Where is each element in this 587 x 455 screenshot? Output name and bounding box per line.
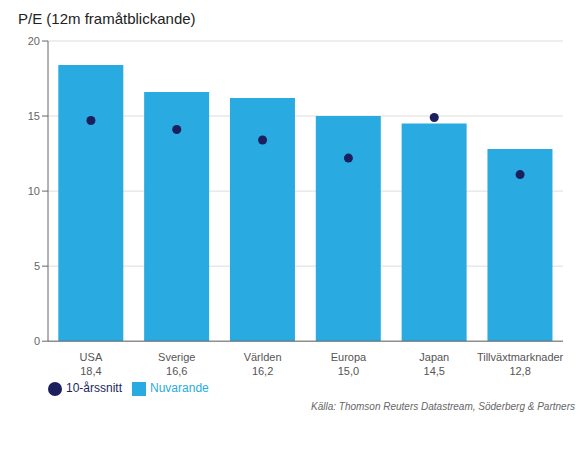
html-text:P/E (12m framåtblickande): P/E (12m framåtblickande): [18, 10, 196, 27]
html-text:Källa: Thomson Reuters Datastr: Källa: Thomson Reuters Datastream, Söder…: [311, 401, 575, 412]
svg-text:15: 15: [28, 110, 40, 122]
html-text:Nuvarande: Nuvarande: [150, 381, 209, 396]
svg-text:Europa15,0: Europa15,0: [331, 351, 367, 377]
svg-text:0: 0: [34, 335, 40, 347]
svg-text:Sverige16,6: Sverige16,6: [158, 351, 195, 377]
svg-text:10: 10: [28, 185, 40, 197]
svg-text:Tillväxtmarknader12,8: Tillväxtmarknader12,8: [477, 351, 564, 377]
svg-text:Japan14,5: Japan14,5: [419, 351, 449, 377]
svg-text:20: 20: [28, 35, 40, 47]
svg-text:Världen16,2: Världen16,2: [244, 351, 282, 377]
svg-text:USA18,4: USA18,4: [80, 351, 103, 377]
html-text:10-årssnitt: 10-årssnitt: [66, 381, 122, 396]
svg-text:5: 5: [34, 260, 40, 272]
